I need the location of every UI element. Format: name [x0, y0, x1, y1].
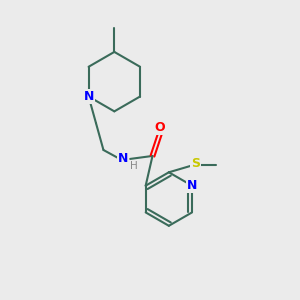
- Text: N: N: [83, 90, 94, 103]
- Text: S: S: [191, 157, 200, 170]
- Text: N: N: [187, 179, 197, 192]
- Text: O: O: [154, 121, 165, 134]
- Text: N: N: [118, 152, 128, 165]
- Text: H: H: [130, 161, 138, 171]
